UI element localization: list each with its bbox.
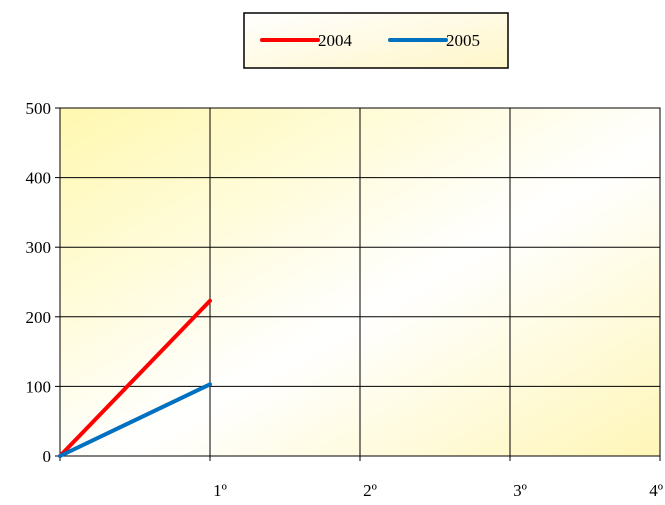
y-tick-label: 200 [26, 308, 52, 327]
y-tick-label: 0 [43, 447, 52, 466]
y-tick-label: 100 [26, 377, 52, 396]
series-line-2004 [58, 298, 212, 458]
x-tick-label: 3º [513, 481, 527, 500]
series-lines [58, 298, 212, 458]
grid [60, 108, 660, 456]
x-axis: 1º 2º 3º 4º [59, 456, 663, 500]
legend-label-2005: 2005 [446, 31, 480, 50]
y-tick-label: 300 [26, 238, 52, 257]
legend: 2004 2005 [243, 12, 509, 69]
y-axis: 0 100 200 300 400 500 [26, 99, 60, 466]
x-tick-label: 1º [213, 481, 227, 500]
legend-label-2004: 2004 [318, 31, 353, 50]
x-tick-label: 4º [649, 481, 663, 500]
y-tick-label: 400 [26, 169, 52, 188]
x-tick-label: 2º [363, 481, 377, 500]
series-line-2005 [58, 382, 212, 458]
y-tick-label: 500 [26, 99, 52, 118]
